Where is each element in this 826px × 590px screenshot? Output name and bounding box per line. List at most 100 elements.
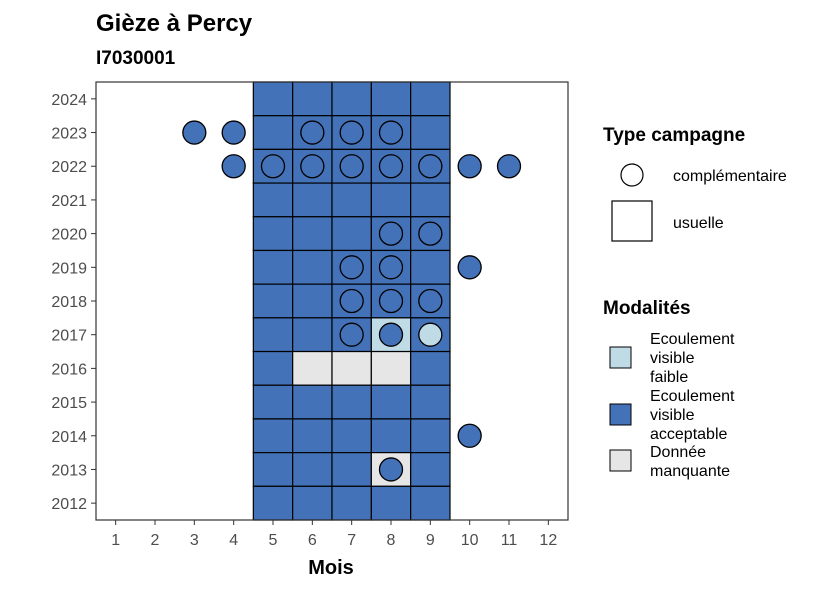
tile-2016-5 (252, 350, 294, 386)
point-2017-9 (418, 322, 443, 347)
tile-2024-9 (410, 81, 451, 117)
point-2017-8 (378, 322, 404, 347)
legend-label-faible: Ecoulement visible faible (650, 331, 739, 386)
tile-2024-6 (292, 81, 333, 117)
point-2023-3 (182, 120, 207, 145)
tile-2012-5 (252, 485, 294, 521)
legend-modalites-title: Modalités (603, 298, 691, 319)
tile-2021-7 (331, 182, 372, 218)
tile-2012-8 (370, 485, 412, 521)
legend-circle-key (620, 163, 644, 187)
tile-2014-5 (252, 418, 294, 454)
legend-label-manquante-line-2: manquante (650, 463, 730, 480)
tile-2015-8 (370, 384, 412, 420)
y-tick-label-2021: 2021 (51, 193, 87, 210)
chart-subtitle: I7030001 (96, 48, 176, 69)
point-2017-7 (339, 322, 364, 347)
point-2022-7 (339, 154, 364, 179)
tile-2014-7 (331, 418, 372, 454)
legend-label-acceptable-line-1: Ecoulement (650, 388, 735, 405)
point-2022-6 (300, 154, 325, 179)
point-2022-4 (221, 154, 246, 179)
x-tick-label-3: 3 (190, 532, 199, 549)
tile-2018-5 (252, 283, 294, 319)
tile-2019-6 (292, 249, 333, 285)
points-layer (182, 120, 522, 482)
x-tick-label-4: 4 (229, 532, 238, 549)
point-2019-7 (339, 255, 364, 280)
legend-swatch-acceptable (609, 403, 632, 426)
point-2022-5 (260, 154, 286, 179)
legend-label-manquante: Donnée manquante (650, 444, 730, 480)
tile-2013-6 (292, 452, 333, 487)
y-tick-label-2019: 2019 (51, 260, 87, 277)
legend-label-acceptable-line-2: visible (650, 407, 695, 424)
point-2018-7 (339, 288, 364, 314)
legend-type-label-usuelle: usuelle (673, 215, 724, 232)
tile-2021-5 (252, 182, 294, 218)
tile-2023-9 (410, 115, 451, 150)
point-2023-4 (221, 120, 246, 145)
tile-2017-5 (252, 317, 294, 353)
tile-2012-7 (331, 485, 372, 521)
y-tick-label-2016: 2016 (51, 361, 87, 378)
tile-2014-9 (410, 418, 451, 454)
tile-2017-6 (292, 317, 333, 353)
tile-2020-6 (292, 216, 333, 252)
y-tick-label-2024: 2024 (51, 92, 87, 109)
point-2023-6 (300, 120, 325, 145)
tile-2021-6 (292, 182, 333, 218)
tile-2023-5 (252, 115, 294, 150)
tile-2021-8 (370, 182, 412, 218)
tile-2019-9 (410, 249, 451, 285)
point-2019-10 (457, 255, 482, 280)
legend-type-label-complementaire: complémentaire (673, 168, 787, 185)
tiles-layer (252, 81, 451, 521)
tile-2024-8 (370, 81, 412, 117)
x-tick-label-1: 1 (111, 532, 120, 549)
tile-2013-7 (331, 452, 372, 487)
tile-2014-8 (370, 418, 412, 454)
legend-type-campagne: Type campagne complémentaire usuelle (603, 125, 787, 242)
y-tick-label-2014: 2014 (51, 429, 87, 446)
tile-2016-7 (331, 350, 372, 386)
tile-2018-6 (292, 283, 333, 319)
legend-square-key (611, 200, 653, 242)
legend-modalites: Modalités Ecoulement visible faible Ecou… (603, 298, 739, 480)
x-axis: 1 2 3 4 5 6 7 8 9 10 11 12 (111, 520, 557, 549)
y-tick-label-2012: 2012 (51, 496, 87, 513)
point-2019-8 (378, 255, 404, 280)
point-2023-7 (339, 120, 364, 145)
x-tick-label-10: 10 (461, 532, 479, 549)
point-2022-8 (378, 154, 404, 179)
point-2020-8 (378, 221, 404, 246)
legend-label-acceptable-line-3: acceptable (650, 426, 727, 443)
y-tick-label-2017: 2017 (51, 328, 87, 345)
tile-2024-7 (331, 81, 372, 117)
x-tick-label-6: 6 (308, 532, 317, 549)
x-tick-label-11: 11 (501, 532, 518, 549)
tile-2012-6 (292, 485, 333, 521)
tile-2013-9 (410, 452, 451, 487)
tile-2015-5 (252, 384, 294, 420)
legend-label-manquante-line-1: Donnée (650, 444, 706, 461)
point-2014-10 (457, 423, 482, 448)
y-tick-label-2018: 2018 (51, 294, 87, 311)
legend-label-acceptable: Ecoulement visible acceptable (650, 388, 739, 443)
tile-2015-9 (410, 384, 451, 420)
tile-2016-9 (410, 350, 451, 386)
x-tick-label-2: 2 (151, 532, 160, 549)
point-2022-10 (457, 154, 482, 179)
x-axis-title: Mois (308, 557, 354, 579)
tile-2012-9 (410, 485, 451, 521)
tile-2013-5 (252, 452, 294, 487)
point-2013-8 (378, 457, 404, 482)
tile-2015-6 (292, 384, 333, 420)
legend-type-title: Type campagne (603, 125, 745, 146)
y-tick-label-2020: 2020 (51, 227, 87, 244)
y-tick-label-2013: 2013 (51, 462, 87, 479)
x-tick-label-5: 5 (269, 532, 278, 549)
tile-2016-8 (370, 350, 412, 386)
legend-label-faible-line-1: Ecoulement (650, 331, 735, 348)
